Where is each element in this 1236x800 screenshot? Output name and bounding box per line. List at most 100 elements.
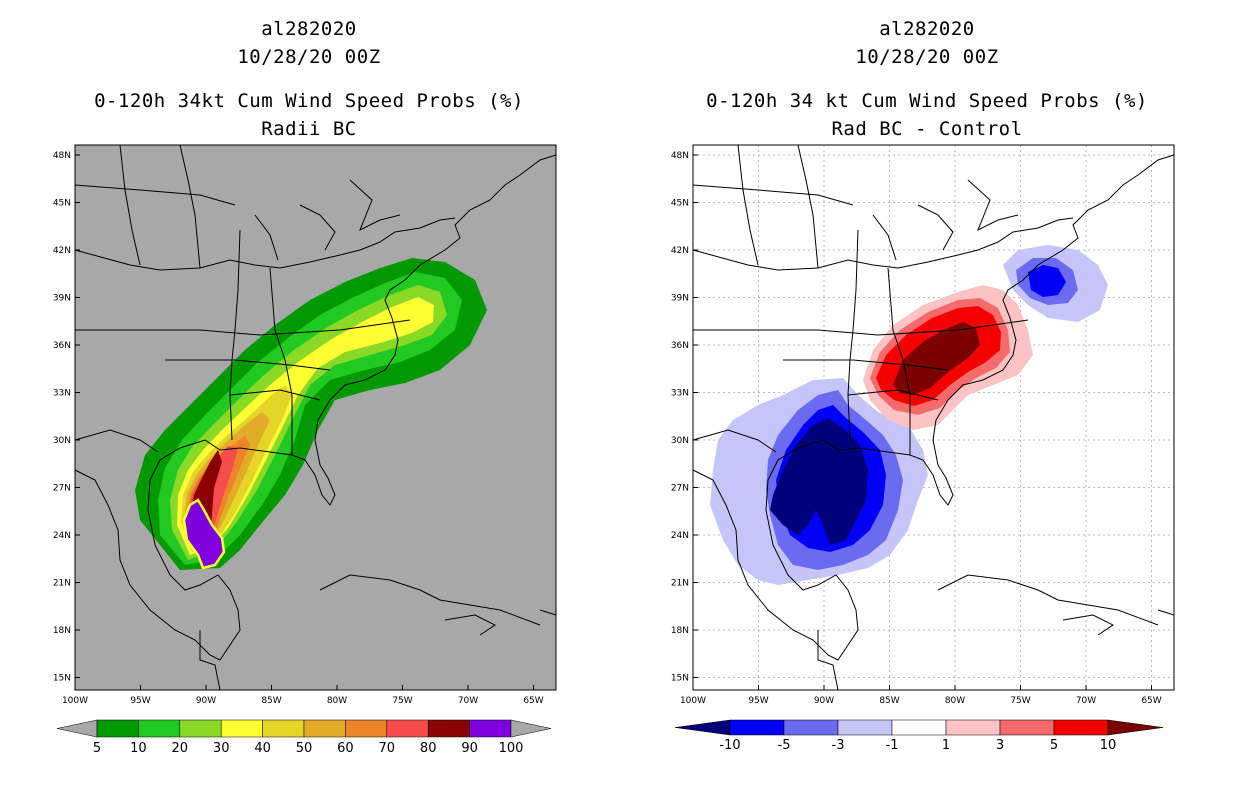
colorbar-label: 40 — [254, 741, 271, 756]
colorbar-right-arrow — [510, 719, 552, 738]
lon-label: 90W — [196, 696, 216, 706]
colorbar-swatch — [262, 719, 305, 738]
colorbar-swatch — [945, 719, 1001, 736]
colorbar-swatch — [891, 719, 947, 736]
lat-label: 42N — [53, 246, 71, 256]
colorbar-label: -10 — [719, 738, 740, 753]
left-map-frame — [74, 144, 557, 691]
left-lon-labels: 100W 95W 90W 85W 80W 75W 70W 65W — [62, 685, 544, 706]
lon-label: 90W — [814, 696, 834, 706]
colorbar-label: 1 — [942, 738, 950, 753]
left-map — [74, 144, 557, 691]
diff-neg-5-ne — [1028, 265, 1066, 297]
colorbar-label: 80 — [420, 741, 437, 756]
colorbar-swatch — [999, 719, 1055, 736]
lat-label: 30N — [53, 436, 71, 446]
colorbar-label: -5 — [778, 738, 791, 753]
colorbar-swatch — [1053, 719, 1109, 736]
left-coastlines — [74, 144, 557, 691]
colorbar-swatch — [427, 719, 470, 738]
lat-label: 15N — [671, 674, 689, 684]
right-datetime: 10/28/20 00Z — [855, 46, 999, 68]
lon-label: 65W — [1141, 696, 1161, 706]
lon-label: 65W — [523, 696, 543, 706]
colorbar-swatch — [345, 719, 388, 738]
lat-label: 36N — [53, 341, 71, 351]
lat-label: 45N — [53, 199, 71, 209]
colorbar-swatch — [138, 719, 181, 738]
lat-label: 30N — [671, 436, 689, 446]
colorbar-right-arrow — [1107, 719, 1164, 736]
right-title: 0-120h 34 kt Cum Wind Speed Probs (%) — [706, 90, 1148, 112]
left-datetime: 10/28/20 00Z — [237, 46, 381, 68]
right-map-frame — [692, 144, 1175, 691]
lat-label: 33N — [53, 389, 71, 399]
right-coastlines — [692, 144, 1175, 691]
colorbar-swatch — [729, 719, 785, 736]
colorbar-swatch — [220, 719, 263, 738]
lon-label: 80W — [327, 696, 347, 706]
colorbar-label: 50 — [296, 741, 313, 756]
colorbar-label: 10 — [130, 741, 147, 756]
right-map-svg: 48N 45N 42N 39N 36N 33N 30N 27N 24N 21N 18N 15N 100… — [671, 144, 1175, 753]
lon-label: 100W — [62, 696, 88, 706]
lon-label: 80W — [945, 696, 965, 706]
left-colorbar: 5 10 20 30 40 50 60 70 80 90 100 — [56, 719, 552, 756]
left-probability-swath — [135, 258, 487, 570]
lon-label: 95W — [748, 696, 768, 706]
lat-label: 39N — [53, 294, 71, 304]
colorbar-swatch — [303, 719, 346, 738]
colorbar-label: 100 — [499, 741, 524, 756]
lat-label: 39N — [671, 294, 689, 304]
lat-label: 27N — [53, 484, 71, 494]
lat-label: 27N — [671, 484, 689, 494]
colorbar-label: 5 — [93, 741, 101, 756]
colorbar-label: 70 — [379, 741, 396, 756]
colorbar-label: -3 — [832, 738, 845, 753]
colorbar-label: 10 — [1100, 738, 1117, 753]
lon-label: 70W — [1076, 696, 1096, 706]
right-lat-labels: 48N 45N 42N 39N 36N 33N 30N 27N 24N 21N 18N 15N — [671, 151, 698, 684]
lat-label: 33N — [671, 389, 689, 399]
lat-label: 36N — [671, 341, 689, 351]
lat-label: 42N — [671, 246, 689, 256]
lat-label: 45N — [671, 199, 689, 209]
right-map — [692, 144, 1175, 691]
colorbar-left-arrow — [56, 719, 98, 738]
left-panel: al282020 10/28/20 00Z 0-120h 34kt Cum Wi… — [53, 18, 557, 756]
lat-label: 18N — [671, 626, 689, 636]
lat-label: 21N — [53, 579, 71, 589]
lon-label: 85W — [879, 696, 899, 706]
right-storm-id: al282020 — [879, 18, 975, 40]
colorbar-label: 5 — [1050, 738, 1058, 753]
colorbar-label: 3 — [996, 738, 1004, 753]
lat-label: 18N — [53, 626, 71, 636]
colorbar-label: 30 — [213, 741, 230, 756]
left-map-svg: 48N 45N 42N 39N 36N 33N 30N 27N 24N 21N 18N 15N 100… — [53, 144, 557, 756]
colorbar-swatch — [96, 719, 139, 738]
left-subtitle: Radii BC — [261, 118, 357, 140]
colorbar-label: 90 — [461, 741, 478, 756]
left-storm-id: al282020 — [261, 18, 357, 40]
colorbar-swatch — [469, 719, 512, 738]
colorbar-swatch — [837, 719, 893, 736]
lon-label: 100W — [680, 696, 706, 706]
colorbar-label: -1 — [886, 738, 899, 753]
colorbar-label: 20 — [172, 741, 189, 756]
colorbar-swatch — [179, 719, 222, 738]
colorbar-left-arrow — [674, 719, 731, 736]
diff-pos-10 — [893, 322, 980, 395]
right-subtitle: Rad BC - Control — [831, 118, 1023, 140]
lat-label: 48N — [53, 151, 71, 161]
right-colorbar: -10 -5 -3 -1 1 3 5 10 — [674, 719, 1164, 753]
lon-label: 75W — [392, 696, 412, 706]
lon-label: 95W — [130, 696, 150, 706]
lat-label: 24N — [671, 531, 689, 541]
lat-label: 21N — [671, 579, 689, 589]
lat-label: 48N — [671, 151, 689, 161]
colorbar-swatch — [386, 719, 429, 738]
left-title: 0-120h 34kt Cum Wind Speed Probs (%) — [94, 90, 524, 112]
prob-100 — [182, 498, 226, 570]
lat-label: 15N — [53, 674, 71, 684]
lon-label: 70W — [458, 696, 478, 706]
